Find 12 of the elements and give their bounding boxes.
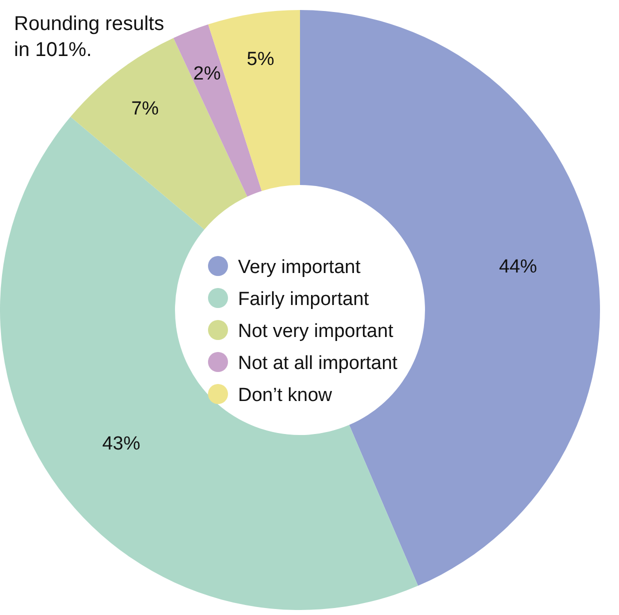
data-label: 5%	[246, 49, 274, 70]
legend-label: Not very important	[238, 321, 394, 342]
legend-label: Very important	[238, 257, 362, 278]
data-label: 2%	[193, 64, 221, 85]
data-label: 43%	[102, 433, 140, 454]
legend-label: Fairly important	[238, 289, 370, 310]
legend-label: Don’t know	[238, 385, 332, 406]
data-label: 44%	[498, 256, 538, 278]
legend-label: Not at all important	[238, 353, 398, 374]
text: Rounding results in 101%.	[14, 13, 164, 61]
data-label: 7%	[131, 98, 159, 120]
donut-slice	[0, 116, 418, 610]
